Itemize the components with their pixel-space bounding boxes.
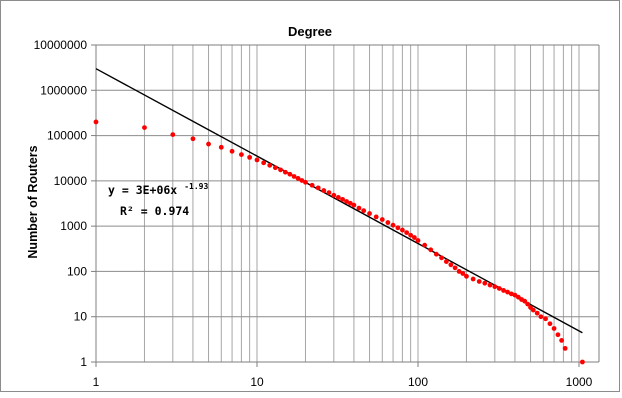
data-point xyxy=(538,314,544,320)
y-tick-label: 10 xyxy=(74,310,88,324)
data-point xyxy=(340,196,345,202)
y-tick-label: 10000000 xyxy=(34,38,88,52)
data-point xyxy=(309,182,315,188)
data-point xyxy=(390,222,396,228)
data-point xyxy=(460,271,466,276)
data-point xyxy=(395,225,401,231)
data-point xyxy=(267,162,273,168)
data-point xyxy=(439,255,444,261)
trendline-equation: y = 3E+06x -1.93 xyxy=(108,182,208,197)
data-point xyxy=(501,288,506,293)
data-point xyxy=(379,217,385,222)
data-point xyxy=(291,174,297,179)
data-point xyxy=(456,269,462,274)
data-point xyxy=(580,359,585,365)
y-tick-label: 1000000 xyxy=(40,83,87,97)
data-point xyxy=(448,262,454,268)
data-point xyxy=(551,326,557,331)
chart-title: Degree xyxy=(288,24,332,39)
data-point xyxy=(443,259,449,264)
data-point xyxy=(218,144,224,150)
data-point xyxy=(464,273,469,279)
data-point xyxy=(303,179,308,185)
y-tick-label: 100000 xyxy=(47,129,87,143)
data-point xyxy=(373,214,379,220)
data-point xyxy=(367,211,372,216)
data-point xyxy=(335,195,341,200)
data-point xyxy=(238,152,244,158)
data-point xyxy=(412,235,417,240)
data-point xyxy=(261,160,267,166)
data-point xyxy=(272,165,278,171)
data-point xyxy=(522,298,528,304)
data-point xyxy=(206,141,211,147)
data-point xyxy=(287,171,293,177)
data-point xyxy=(331,192,337,198)
data-point xyxy=(555,332,561,338)
data-point xyxy=(543,316,548,322)
trendline-r-squared: R² = 0.974 xyxy=(120,204,189,218)
data-point xyxy=(247,154,253,160)
data-point xyxy=(487,282,493,288)
data-point xyxy=(559,337,565,343)
data-point xyxy=(428,247,434,253)
data-point xyxy=(229,148,235,154)
data-point xyxy=(93,119,99,125)
data-point xyxy=(351,202,357,208)
y-axis-label: Number of Routers xyxy=(26,145,40,258)
data-point xyxy=(505,289,510,295)
x-tick-label: 100 xyxy=(408,375,428,389)
data-point xyxy=(476,279,482,284)
trendline-equation-exponent: -1.93 xyxy=(184,182,208,191)
data-point xyxy=(282,169,288,175)
data-point xyxy=(347,200,353,206)
data-point xyxy=(433,251,439,257)
data-point xyxy=(326,190,332,196)
data-point xyxy=(470,276,476,282)
x-tick-label: 10 xyxy=(250,375,264,389)
data-point xyxy=(452,265,458,271)
data-point xyxy=(492,284,498,290)
trendline-equation-main: y = 3E+06x xyxy=(108,183,177,197)
data-point xyxy=(344,199,349,204)
data-point xyxy=(496,286,502,291)
data-point xyxy=(408,232,414,238)
data-point xyxy=(315,185,321,191)
data-point xyxy=(142,125,147,130)
data-point xyxy=(525,301,531,307)
data-point xyxy=(404,230,410,236)
data-point xyxy=(356,205,362,211)
y-tick-label: 10000 xyxy=(54,174,88,188)
y-tick-label: 1000 xyxy=(60,219,87,233)
data-point xyxy=(170,132,176,138)
data-point xyxy=(361,208,367,214)
data-point xyxy=(534,310,540,316)
y-tick-label: 1 xyxy=(80,355,87,369)
data-point xyxy=(278,167,283,173)
data-point xyxy=(385,220,391,225)
y-tick-label: 100 xyxy=(67,264,87,278)
data-point xyxy=(321,188,327,193)
data-point xyxy=(399,227,405,233)
data-point xyxy=(190,136,196,142)
data-point xyxy=(295,176,301,181)
data-point xyxy=(254,157,260,163)
x-tick-label: 1 xyxy=(93,375,100,389)
data-point xyxy=(482,280,488,286)
data-point xyxy=(415,238,421,243)
data-point xyxy=(547,321,553,327)
data-point xyxy=(530,307,536,313)
data-point xyxy=(422,242,428,248)
data-point xyxy=(562,345,568,351)
x-tick-label: 1000 xyxy=(566,375,593,389)
data-point xyxy=(299,178,305,183)
